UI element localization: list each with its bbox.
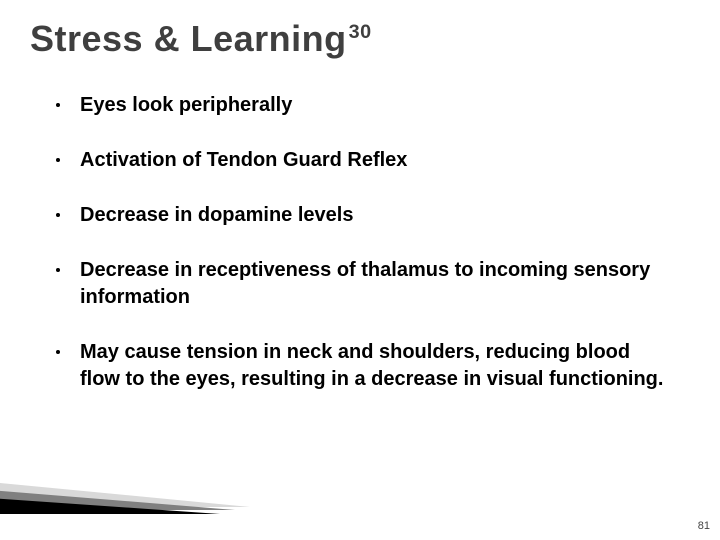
list-item: Eyes look peripherally xyxy=(56,92,670,119)
bullet-text: Eyes look peripherally xyxy=(80,92,292,119)
title-superscript: 30 xyxy=(349,21,372,43)
bullet-marker xyxy=(56,158,60,162)
bullet-text: Decrease in dopamine levels xyxy=(80,202,353,229)
bullet-marker xyxy=(56,213,60,217)
decorative-wedge xyxy=(0,482,250,522)
list-item: Decrease in dopamine levels xyxy=(56,202,670,229)
bullet-text: Decrease in receptiveness of thalamus to… xyxy=(80,257,670,311)
list-item: May cause tension in neck and shoulders,… xyxy=(56,339,670,393)
bullet-marker xyxy=(56,103,60,107)
slide: Stress & Learning30 Eyes look peripheral… xyxy=(0,0,720,540)
bullet-list: Eyes look peripherally Activation of Ten… xyxy=(56,92,670,421)
bullet-text: May cause tension in neck and shoulders,… xyxy=(80,339,670,393)
bullet-text: Activation of Tendon Guard Reflex xyxy=(80,147,407,174)
page-number: 81 xyxy=(698,520,710,532)
slide-title: Stress & Learning30 xyxy=(30,18,372,60)
list-item: Decrease in receptiveness of thalamus to… xyxy=(56,257,670,311)
list-item: Activation of Tendon Guard Reflex xyxy=(56,147,670,174)
bullet-marker xyxy=(56,350,60,354)
title-text: Stress & Learning xyxy=(30,18,347,59)
bullet-marker xyxy=(56,268,60,272)
